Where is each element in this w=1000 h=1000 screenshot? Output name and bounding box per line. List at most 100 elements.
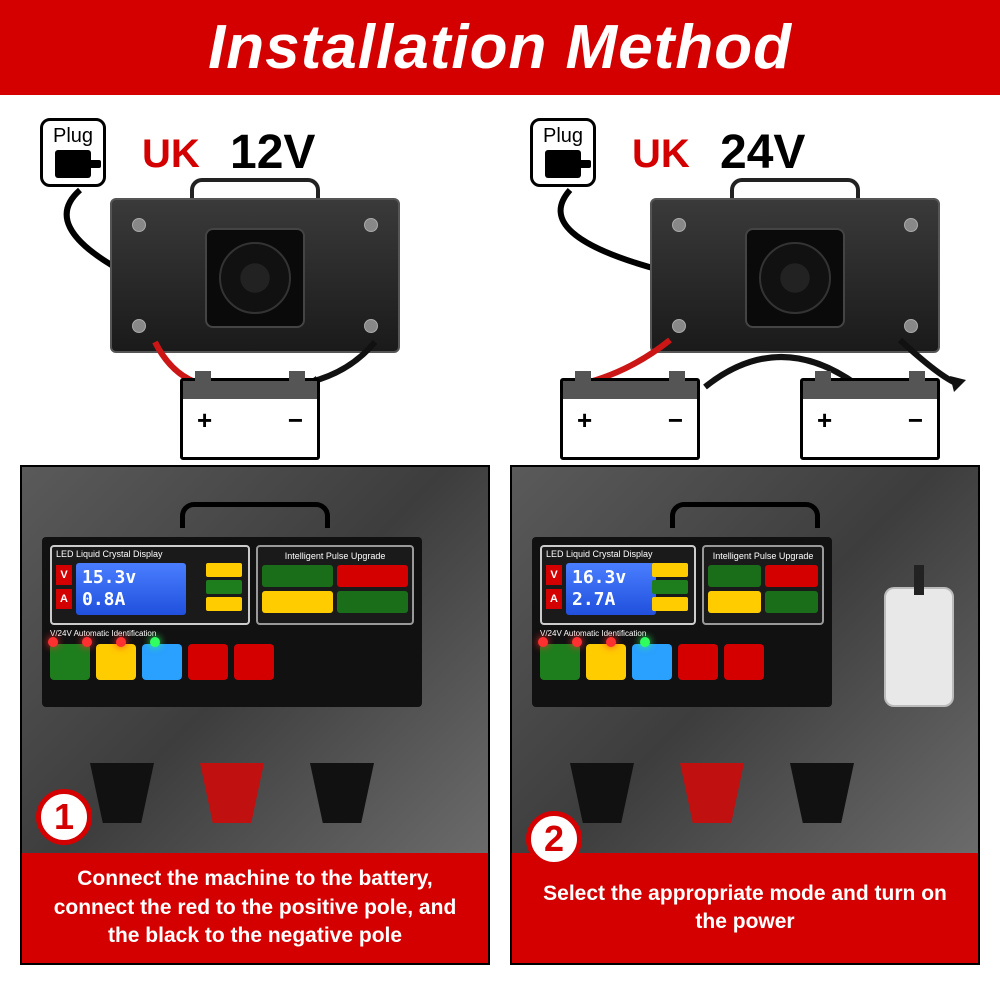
voltage-button[interactable] xyxy=(632,644,672,680)
charger-handle xyxy=(670,502,820,528)
battery-12v: + − xyxy=(180,378,320,460)
title-bar: Installation Method xyxy=(0,0,1000,95)
diagram-12v: Plug UK 12V + − xyxy=(20,110,490,455)
ctrl-title: Intelligent Pulse Upgrade xyxy=(262,551,408,561)
charger-handle xyxy=(190,178,320,200)
lcd-current: 2.7A xyxy=(572,589,650,611)
lcd-screen: 15.3v 0.8A xyxy=(76,563,186,615)
power-switch[interactable] xyxy=(765,565,818,587)
battery-clips xyxy=(82,753,382,823)
black-clamp-icon xyxy=(562,753,642,823)
mode-button[interactable] xyxy=(765,591,818,613)
battery-negative: − xyxy=(668,405,683,436)
black-clamp-icon xyxy=(782,753,862,823)
lcd-screen: 16.3v 2.7A xyxy=(566,563,656,615)
lcd-display: LED Liquid Crystal Display V A 16.3v 2.7… xyxy=(540,545,696,625)
plug-label: Plug xyxy=(543,125,583,148)
battery-type-button[interactable] xyxy=(540,644,580,680)
plug-icon xyxy=(545,150,581,178)
step-card-1: LED Liquid Crystal Display V A 15.3v 0.8… xyxy=(20,465,490,965)
lcd-display: LED Liquid Crystal Display V A 15.3v 0.8… xyxy=(50,545,250,625)
battery-clips xyxy=(562,753,862,823)
status-leds xyxy=(538,637,650,647)
control-panel: Intelligent Pulse Upgrade xyxy=(256,545,414,625)
plug-icon xyxy=(55,150,91,178)
led-icon xyxy=(538,637,548,647)
battery-24v-b: + − xyxy=(800,378,940,460)
plug-box-24v: Plug xyxy=(530,118,596,187)
page-title: Installation Method xyxy=(208,12,792,83)
led-icon xyxy=(82,637,92,647)
screw-icon xyxy=(904,319,918,333)
step-caption: Select the appropriate mode and turn on … xyxy=(512,853,978,963)
lcd-current: 0.8A xyxy=(82,589,180,611)
lcd-voltage: 16.3v xyxy=(572,567,650,589)
led-icon xyxy=(606,637,616,647)
plug-label: Plug xyxy=(53,125,93,148)
battery-negative: − xyxy=(908,405,923,436)
voltage-label-24v: 24V xyxy=(720,125,805,180)
control-panel: Intelligent Pulse Upgrade xyxy=(702,545,824,625)
voltage-button[interactable] xyxy=(142,644,182,680)
lcd-indicators xyxy=(652,563,688,611)
charger-unit-24v xyxy=(650,198,940,353)
region-label-12v: UK xyxy=(142,132,200,177)
power-switch[interactable] xyxy=(337,565,408,587)
plug-box-12v: Plug xyxy=(40,118,106,187)
battery-positive: + xyxy=(817,405,832,436)
mode-button[interactable] xyxy=(337,591,408,613)
battery-type-button[interactable] xyxy=(50,644,90,680)
voltage-label-12v: 12V xyxy=(230,125,315,180)
a-badge: A xyxy=(546,589,562,609)
screw-icon xyxy=(672,218,686,232)
diagram-24v: Plug UK 24V + − xyxy=(510,110,980,455)
repair-button[interactable] xyxy=(234,644,274,680)
step-photo-2: LED Liquid Crystal Display V A 16.3v 2.7… xyxy=(512,467,978,853)
screw-icon xyxy=(364,218,378,232)
black-clamp-icon xyxy=(82,753,162,823)
mode-button[interactable] xyxy=(708,591,761,613)
status-leds xyxy=(48,637,160,647)
fan-icon xyxy=(745,228,845,328)
battery-negative: − xyxy=(288,405,303,436)
mode-button[interactable] xyxy=(708,565,761,587)
charger-panel: LED Liquid Crystal Display V A 16.3v 2.7… xyxy=(532,537,832,707)
black-clamp-icon xyxy=(302,753,382,823)
step-card-2: LED Liquid Crystal Display V A 16.3v 2.7… xyxy=(510,465,980,965)
mode-button[interactable] xyxy=(262,565,333,587)
steps-row: LED Liquid Crystal Display V A 15.3v 0.8… xyxy=(0,465,1000,985)
repair-button[interactable] xyxy=(724,644,764,680)
mode-button[interactable] xyxy=(262,591,333,613)
screw-icon xyxy=(132,218,146,232)
charger-panel: LED Liquid Crystal Display V A 15.3v 0.8… xyxy=(42,537,422,707)
battery-type-button[interactable] xyxy=(586,644,626,680)
repair-button[interactable] xyxy=(678,644,718,680)
v-badge: V xyxy=(546,565,562,585)
screw-icon xyxy=(672,319,686,333)
charger-handle xyxy=(180,502,330,528)
charger-unit-12v xyxy=(110,198,400,353)
repair-button[interactable] xyxy=(188,644,228,680)
ctrl-title: Intelligent Pulse Upgrade xyxy=(708,551,818,561)
lcd-title: LED Liquid Crystal Display xyxy=(546,549,653,559)
led-icon xyxy=(640,637,650,647)
step-number-badge: 2 xyxy=(526,811,582,867)
charger-handle xyxy=(730,178,860,200)
step-photo-1: LED Liquid Crystal Display V A 15.3v 0.8… xyxy=(22,467,488,853)
a-badge: A xyxy=(56,589,72,609)
screw-icon xyxy=(132,319,146,333)
lcd-title: LED Liquid Crystal Display xyxy=(56,549,163,559)
battery-type-button[interactable] xyxy=(96,644,136,680)
battery-positive: + xyxy=(197,405,212,436)
v-badge: V xyxy=(56,565,72,585)
lcd-indicators xyxy=(206,563,242,611)
led-icon xyxy=(150,637,160,647)
power-plug-icon xyxy=(884,587,954,707)
step-number-badge: 1 xyxy=(36,789,92,845)
red-clamp-icon xyxy=(192,753,272,823)
fan-icon xyxy=(205,228,305,328)
diagram-row: Plug UK 12V + − P xyxy=(0,95,1000,465)
led-icon xyxy=(572,637,582,647)
region-label-24v: UK xyxy=(632,132,690,177)
battery-positive: + xyxy=(577,405,592,436)
